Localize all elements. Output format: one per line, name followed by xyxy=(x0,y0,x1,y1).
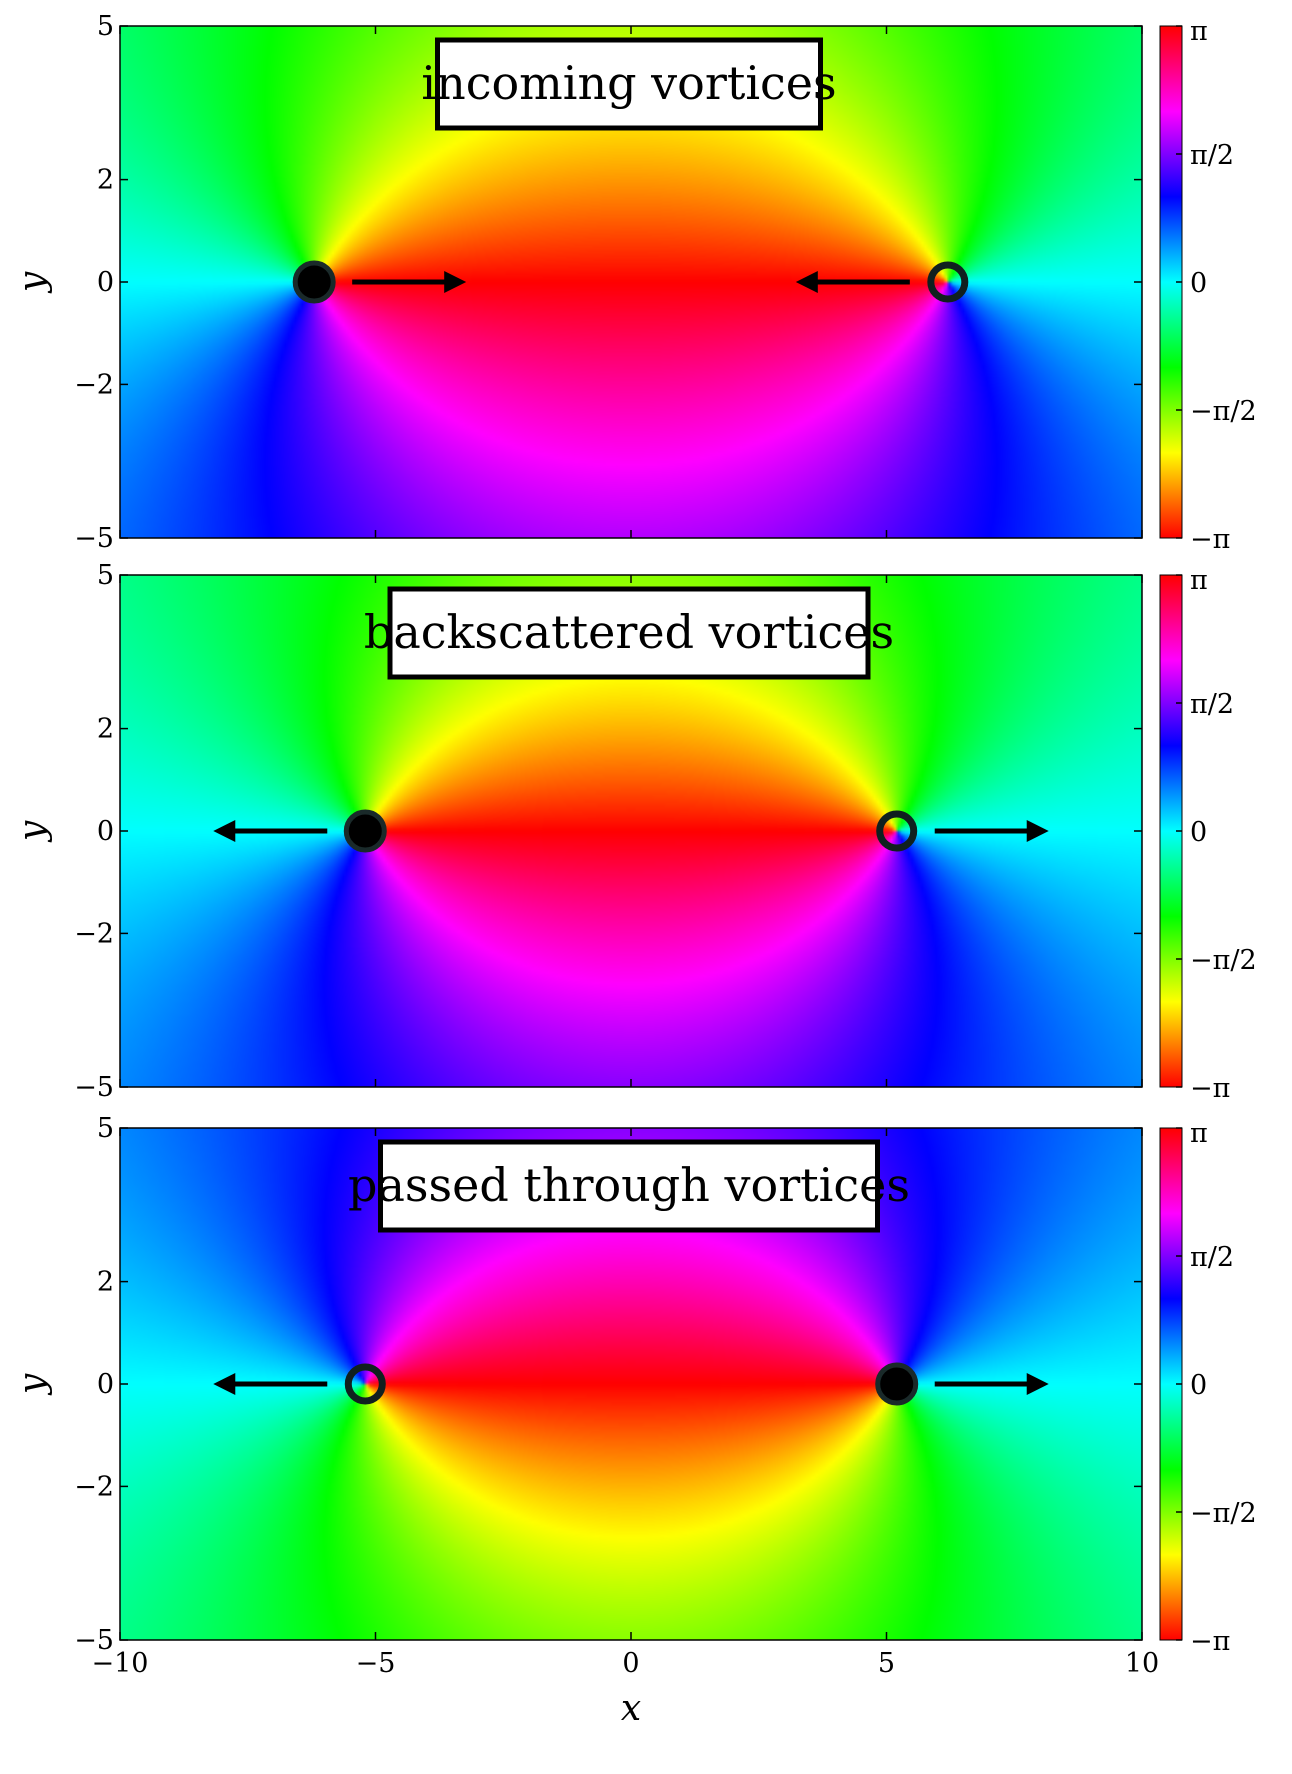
title-box xyxy=(378,1139,880,1233)
vortex-marker-ring xyxy=(344,1363,386,1405)
y-tick-label: −2 xyxy=(74,1471,114,1502)
vortex-marker-filled xyxy=(875,1362,919,1406)
title-box xyxy=(387,586,871,680)
colorbar-tick-label: −π xyxy=(1190,524,1230,555)
y-axis-label: y xyxy=(12,820,53,843)
colorbar-tick-label: π xyxy=(1190,1118,1208,1149)
vortex-marker-ring xyxy=(927,261,969,303)
y-tick-label: −5 xyxy=(74,1625,114,1656)
colorbar-tick-label: −π/2 xyxy=(1190,1498,1257,1529)
motion-arrow-head xyxy=(795,271,818,293)
colorbar-tick-label: 0 xyxy=(1190,1370,1207,1401)
panel-1: 5 2 0 −2 −5 y incoming vortices π π/2 0 −π/2 −π xyxy=(12,11,1257,555)
vortex-marker-filled xyxy=(343,809,387,853)
colorbar-tick-label: π/2 xyxy=(1190,689,1234,720)
panel-title: backscattered vortices xyxy=(364,605,894,659)
panel-title: passed through vortices xyxy=(348,1158,910,1212)
y-tick-label: 0 xyxy=(97,816,114,847)
panel-title: incoming vortices xyxy=(421,56,836,110)
colorbar-tick-label: π xyxy=(1190,565,1208,596)
motion-arrow-head xyxy=(1026,820,1049,842)
y-axis-label: y xyxy=(12,1373,53,1396)
y-tick-label: 5 xyxy=(97,1113,114,1144)
x-tick-label: 0 xyxy=(622,1648,639,1679)
colorbar-tick-label: 0 xyxy=(1190,817,1207,848)
colorbar-tick-label: −π xyxy=(1190,1073,1230,1104)
vortex-marker-filled xyxy=(292,260,336,304)
motion-arrow-head xyxy=(213,820,236,842)
colorbar-tick-label: π/2 xyxy=(1190,140,1234,171)
y-tick-label: 0 xyxy=(97,1369,114,1400)
colorbar-tick-label: −π/2 xyxy=(1190,396,1257,427)
x-tick-label: 5 xyxy=(878,1648,895,1679)
y-tick-label: 0 xyxy=(97,267,114,298)
y-tick-label: 2 xyxy=(97,165,114,196)
motion-arrow-head xyxy=(444,271,467,293)
colorbar-tick-label: −π/2 xyxy=(1190,945,1257,976)
y-tick-label: 2 xyxy=(97,1267,114,1298)
colorbar-tick-label: 0 xyxy=(1190,268,1207,299)
y-tick-label: 5 xyxy=(97,560,114,591)
y-tick-label: 5 xyxy=(97,11,114,42)
y-tick-label: −5 xyxy=(74,1072,114,1103)
motion-arrow-head xyxy=(1026,1373,1049,1395)
y-tick-label: 2 xyxy=(97,714,114,745)
y-tick-label: −2 xyxy=(74,369,114,400)
x-tick-label: −5 xyxy=(356,1648,396,1679)
colorbar-tick-label: π xyxy=(1190,16,1208,47)
title-box xyxy=(435,37,823,131)
y-tick-label: −5 xyxy=(74,523,114,554)
x-tick-label: −10 xyxy=(92,1648,149,1679)
x-axis-label: x xyxy=(621,1688,641,1729)
panel-2: 5 2 0 −2 −5 y backscattered vortices π π/2 0 −π/2 −… xyxy=(12,560,1257,1104)
vortex-marker-ring xyxy=(876,810,918,852)
x-tick-label: 10 xyxy=(1125,1648,1159,1679)
y-tick-label: −2 xyxy=(74,918,114,949)
y-axis-label: y xyxy=(12,271,53,294)
motion-arrow-head xyxy=(213,1373,236,1395)
colorbar-tick-label: π/2 xyxy=(1190,1242,1234,1273)
colorbar-tick-label: −π xyxy=(1190,1626,1230,1657)
